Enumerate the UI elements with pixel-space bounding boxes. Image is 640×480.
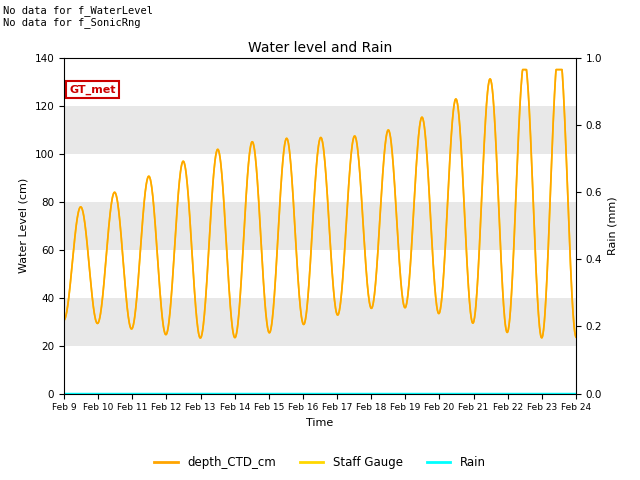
Rain	[277, 391, 285, 396]
Staff Gauge	[60, 317, 68, 323]
Staff Gauge	[278, 174, 285, 180]
Bar	[64, 298, 576, 346]
Bar	[64, 202, 576, 250]
depth_CTD_cm	[572, 334, 580, 340]
Rain	[297, 391, 305, 396]
Y-axis label: Rain (mm): Rain (mm)	[608, 196, 618, 255]
Legend: depth_CTD_cm, Staff Gauge, Rain: depth_CTD_cm, Staff Gauge, Rain	[150, 452, 490, 474]
X-axis label: Time: Time	[307, 418, 333, 428]
depth_CTD_cm	[352, 135, 360, 141]
Line: Staff Gauge: Staff Gauge	[64, 70, 576, 338]
Rain	[572, 391, 580, 396]
Staff Gauge	[352, 135, 360, 141]
Y-axis label: Water Level (cm): Water Level (cm)	[19, 178, 29, 273]
Staff Gauge	[120, 275, 128, 280]
depth_CTD_cm	[519, 67, 527, 72]
Title: Water level and Rain: Water level and Rain	[248, 41, 392, 55]
depth_CTD_cm	[278, 174, 285, 180]
depth_CTD_cm	[196, 335, 204, 341]
Staff Gauge	[100, 284, 108, 289]
depth_CTD_cm	[120, 275, 128, 280]
Rain	[60, 391, 68, 396]
Staff Gauge	[572, 334, 580, 340]
depth_CTD_cm	[298, 313, 305, 319]
depth_CTD_cm	[60, 317, 68, 323]
Staff Gauge	[298, 313, 305, 319]
Line: depth_CTD_cm: depth_CTD_cm	[64, 70, 576, 338]
Bar	[64, 106, 576, 154]
depth_CTD_cm	[289, 180, 296, 186]
Rain	[100, 391, 108, 396]
Staff Gauge	[196, 335, 204, 341]
Rain	[288, 391, 296, 396]
Staff Gauge	[289, 180, 296, 186]
depth_CTD_cm	[100, 284, 108, 289]
Text: No data for f_WaterLevel
No data for f_SonicRng: No data for f_WaterLevel No data for f_S…	[3, 5, 153, 28]
Text: GT_met: GT_met	[69, 84, 116, 95]
Rain	[351, 391, 359, 396]
Staff Gauge	[519, 67, 527, 72]
Rain	[120, 391, 128, 396]
